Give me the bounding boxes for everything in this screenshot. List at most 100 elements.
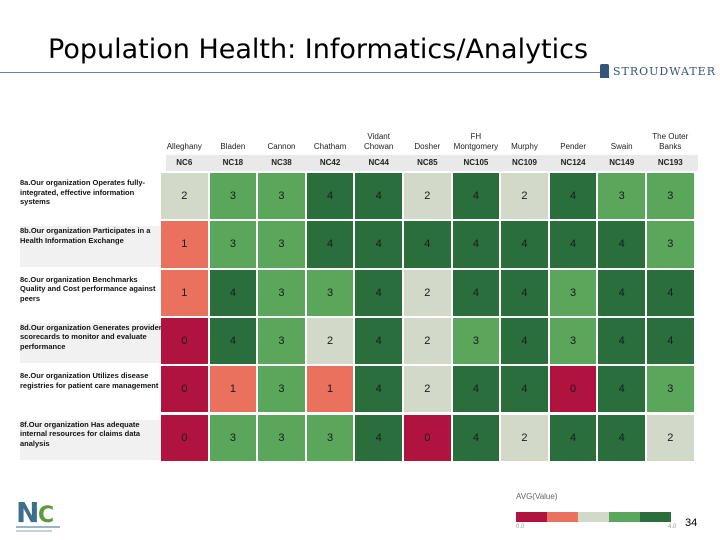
column-label: Dosher [414, 142, 441, 151]
heatmap-cell: 4 [306, 173, 354, 220]
heatmap-cell: 3 [258, 414, 305, 461]
legend-swatch [640, 512, 671, 522]
legend-min: 0.0 [516, 524, 525, 530]
column-code: NC85 [417, 158, 438, 167]
column-label: Chatham [313, 142, 347, 151]
column-code: NC38 [271, 158, 292, 167]
heatmap-cell: 2 [161, 173, 208, 220]
heatmap-cell: 4 [404, 221, 451, 268]
column-label: Alleghany [166, 142, 202, 151]
column-code: NC124 [560, 158, 586, 167]
heatmap-cell: 1 [306, 366, 354, 413]
legend-title: AVG(Value) [516, 492, 558, 501]
heatmap-cell: 3 [598, 173, 645, 220]
heatmap-cell: 2 [306, 317, 354, 365]
heatmap-cell: 4 [209, 317, 257, 365]
brand-name: STROUDWATER [612, 64, 716, 78]
heatmap-cell: 3 [549, 317, 597, 365]
stroudwater-logo: STROUDWATER [600, 62, 716, 80]
heatmap-cell: 2 [404, 317, 451, 365]
heatmap-cell: 4 [452, 269, 500, 316]
column-label: Cannon [267, 142, 296, 151]
heatmap-cell: 4 [549, 173, 597, 220]
column-code: NC105 [463, 158, 489, 167]
column-label: Pender [560, 142, 586, 151]
heatmap-cell: 3 [258, 269, 305, 316]
heatmap-cell: 4 [355, 269, 402, 316]
legend-swatch [516, 512, 547, 522]
heatmap-cell: 0 [161, 414, 208, 461]
legend-swatch [578, 512, 609, 522]
title-rule [0, 72, 600, 73]
row-label: 8c.Our organization Benchmarks Quality a… [20, 274, 156, 303]
legend-max: 4.0 [668, 524, 677, 530]
heatmap-cell: 1 [161, 269, 208, 316]
column-label: Bladen [220, 142, 246, 151]
heatmap-cell: 3 [209, 173, 257, 220]
lighthouse-icon [600, 64, 609, 78]
heatmap-cell: 3 [258, 221, 305, 268]
legend-swatch [547, 512, 578, 522]
heatmap-cell: 0 [161, 366, 208, 413]
heatmap-cell: 4 [209, 269, 257, 316]
row-label: 8b.Our organization Participates in a He… [20, 226, 164, 267]
heatmap-cell: 0 [161, 317, 208, 365]
column-code: NC193 [657, 158, 683, 167]
column-code: NC18 [222, 158, 244, 167]
heatmap-cell: 2 [647, 414, 694, 461]
heatmap-cell: 4 [549, 414, 597, 461]
heatmap-cell: 0 [404, 414, 451, 461]
legend-swatch [609, 512, 640, 522]
heatmap-cell: 2 [404, 366, 451, 413]
row-label: 8e.Our organization Utilizes disease reg… [20, 371, 159, 390]
heatmap-cell: 3 [647, 221, 694, 268]
heatmap-cell: 2 [501, 173, 548, 220]
svg-text:C: C [38, 503, 54, 528]
heatmap-cell: 4 [549, 221, 597, 268]
heatmap-cell: 4 [452, 221, 500, 268]
heatmap-cell: 4 [355, 173, 402, 220]
heatmap-cell: 4 [355, 414, 402, 461]
heatmap-cell: 3 [647, 366, 694, 413]
heatmap-cell: 2 [501, 414, 548, 461]
heatmap-cell: 4 [598, 414, 645, 461]
heatmap-cell: 4 [452, 366, 500, 413]
heatmap-cell: 4 [306, 221, 354, 268]
heatmap-cell: 4 [452, 414, 500, 461]
heatmap-cell: 3 [209, 414, 257, 461]
column-code: NC44 [368, 158, 389, 167]
column-code: NC109 [512, 158, 537, 167]
nc-logo: N C [16, 496, 60, 532]
heatmap-cell: 4 [452, 173, 500, 220]
heatmap-cell: 3 [258, 173, 305, 220]
column-code: NC6 [176, 158, 193, 167]
column-label: The Outer Banks [652, 132, 689, 151]
heatmap-cell: 4 [501, 221, 548, 268]
slide-title: Population Health: Informatics/Analytics [48, 34, 589, 65]
heatmap-cell: 3 [452, 317, 500, 365]
heatmap-cell: 4 [355, 366, 402, 413]
heatmap-cell: 4 [598, 317, 645, 365]
heatmap-cell: 3 [258, 317, 305, 365]
heatmap-cell: 4 [355, 221, 402, 268]
legend-color-bar [516, 512, 671, 522]
column-label: Murphy [511, 142, 538, 151]
heatmap-cell: 3 [258, 366, 305, 413]
page-number: 34 [685, 517, 698, 529]
heatmap-cell: 4 [501, 269, 548, 316]
column-code: NC42 [319, 158, 341, 167]
column-code: NC149 [609, 158, 635, 167]
heatmap-cell: 4 [501, 366, 548, 413]
heatmap-cell: 3 [306, 414, 354, 461]
heatmap-cell: 3 [209, 221, 257, 268]
heatmap-cell: 2 [404, 173, 451, 220]
heatmap-cell: 4 [647, 317, 694, 365]
heatmap-cell: 4 [598, 269, 645, 316]
heatmap-cell: 1 [209, 366, 257, 413]
heatmap-cell: 4 [647, 269, 694, 316]
row-label: 8a.Our organization Operates fully-integ… [20, 178, 146, 206]
heatmap-cell: 3 [549, 269, 597, 316]
column-label: Swain [610, 142, 633, 151]
heatmap-cell: 3 [306, 269, 354, 316]
svg-text:N: N [16, 496, 39, 529]
